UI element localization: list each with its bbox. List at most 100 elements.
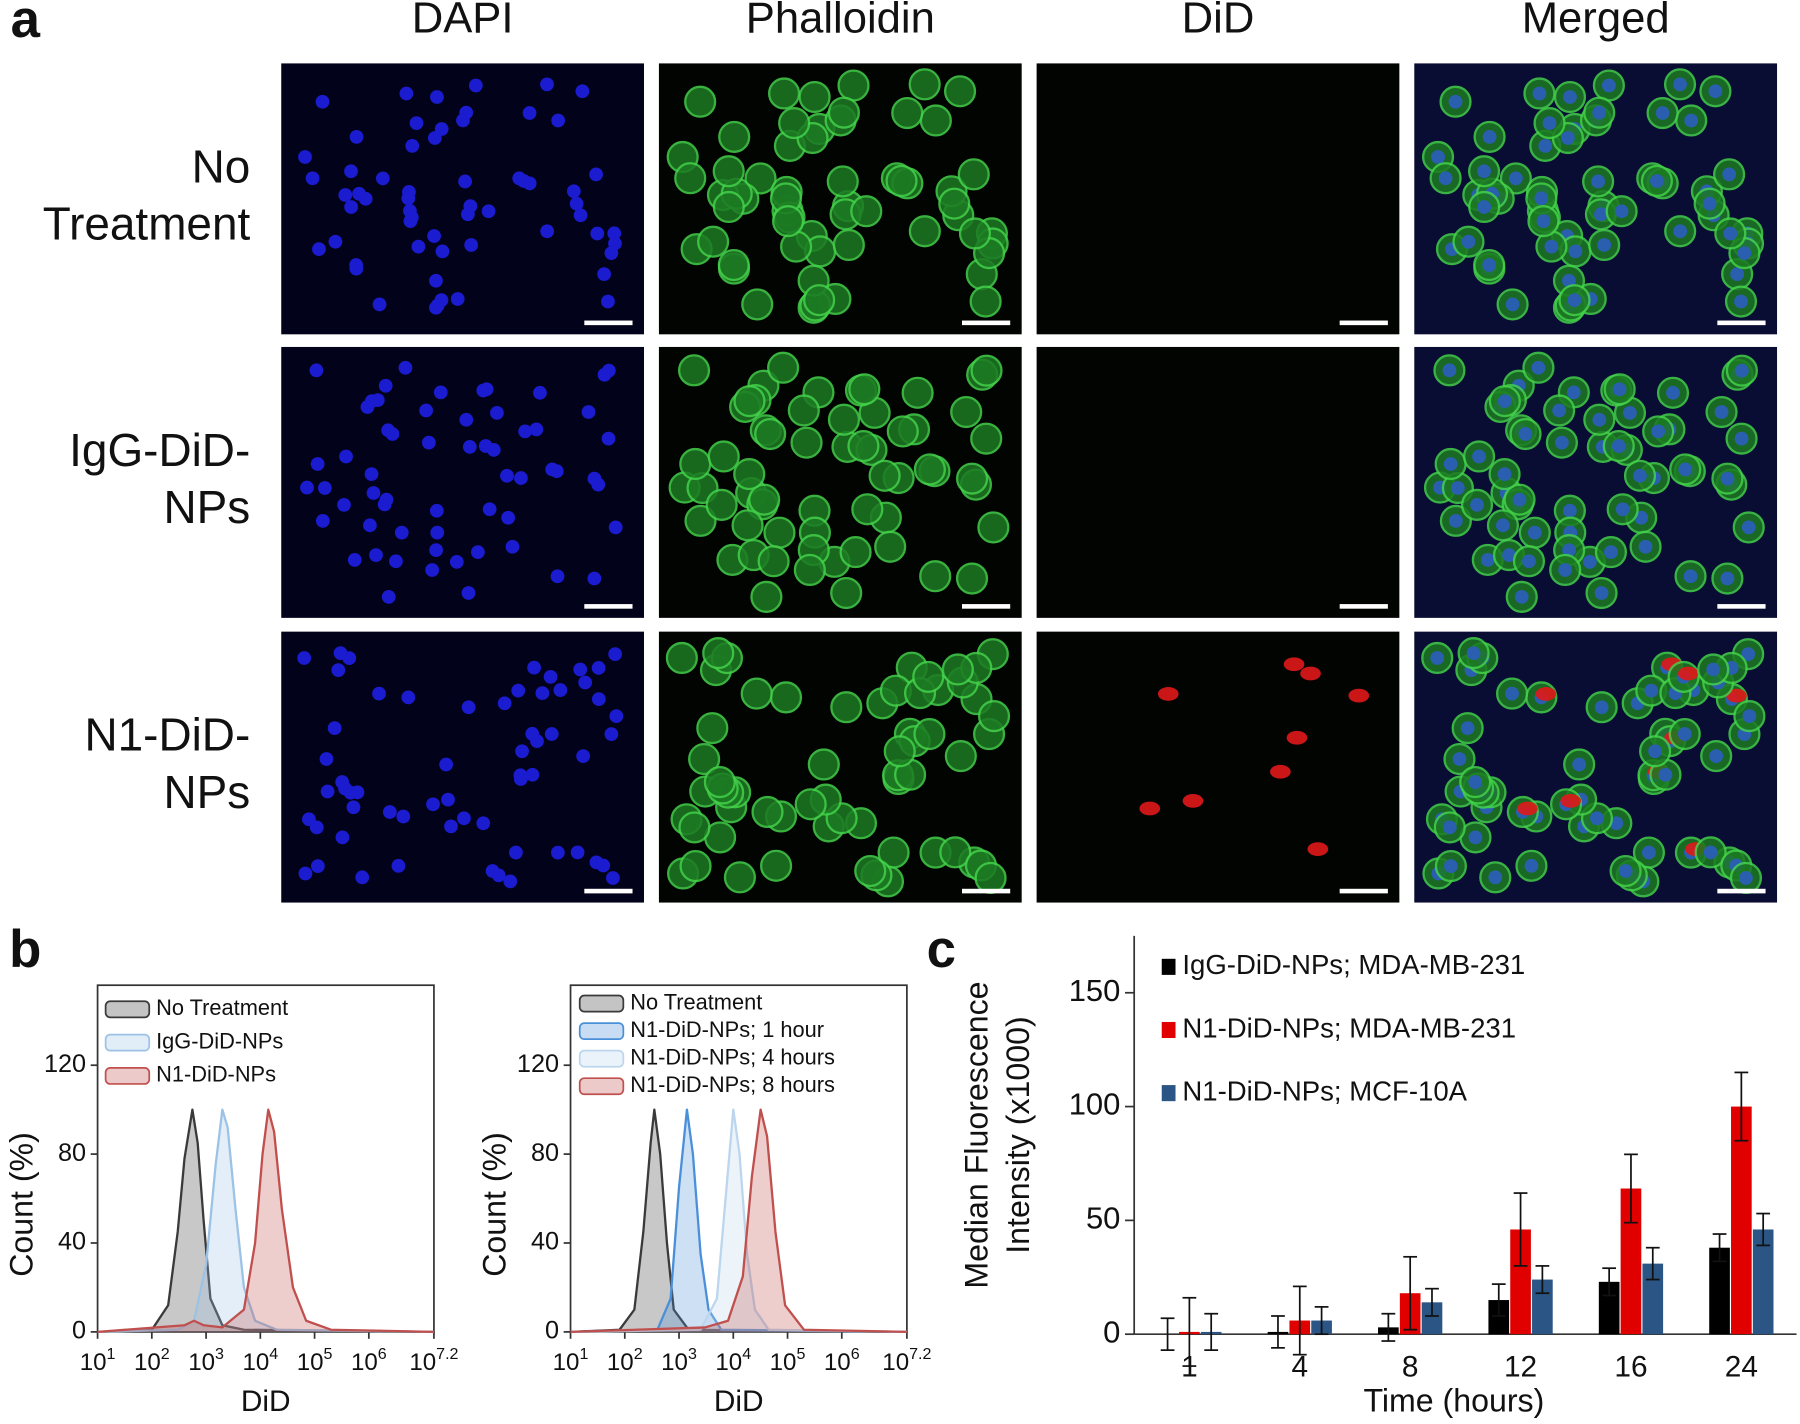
micrograph [1414, 346, 1778, 618]
plot-frame [569, 984, 908, 1333]
cell [717, 248, 750, 282]
cell [854, 854, 887, 888]
nucleus [379, 492, 394, 507]
nucleus [1702, 196, 1717, 211]
nucleus [401, 690, 416, 705]
cell [908, 215, 941, 248]
nucleus [575, 84, 590, 99]
x-tick-label: 106 [351, 1345, 387, 1376]
bar [1620, 1188, 1642, 1335]
cell [741, 288, 774, 321]
x-tick-base: 10 [770, 1349, 797, 1376]
micrograph [1036, 63, 1400, 335]
column-header: Merged [1522, 0, 1670, 42]
error-bar [1314, 1306, 1329, 1336]
did-signal [1535, 687, 1557, 701]
micrograph [281, 63, 645, 335]
cell [851, 493, 884, 526]
micrograph [1414, 631, 1778, 903]
x-tick-label: 12 [1504, 1351, 1537, 1384]
y-tick-label: 40 [58, 1228, 86, 1256]
nucleus [315, 513, 330, 528]
nucleus [1638, 539, 1653, 554]
micrograph [1036, 631, 1400, 903]
micrograph-background [1036, 631, 1400, 903]
x-tick-base: 10 [715, 1349, 742, 1376]
scale-bar [1717, 604, 1766, 609]
nucleus [426, 797, 440, 812]
cell [827, 403, 861, 436]
nucleus [1542, 116, 1557, 130]
nucleus [1590, 811, 1604, 826]
nucleus [1468, 775, 1483, 789]
nucleus [1642, 845, 1656, 860]
nucleus [1552, 403, 1567, 418]
micrograph [658, 346, 1022, 618]
plot-frame [96, 984, 435, 1333]
cell [883, 735, 916, 768]
nucleus [425, 563, 440, 577]
nucleus [1531, 360, 1546, 375]
nucleus [1614, 204, 1629, 219]
cell [969, 285, 1002, 318]
nucleus [1562, 543, 1577, 557]
nucleus [333, 646, 348, 660]
nucleus [1601, 78, 1616, 93]
y-axis-label: Intensity (x1000) [1000, 1016, 1036, 1254]
nucleus [535, 686, 550, 700]
cell [803, 284, 836, 317]
x-tick-exponent: 5 [324, 1345, 333, 1363]
cell [901, 376, 934, 409]
scale-bar [584, 604, 633, 609]
legend-label: IgG-DiD-NPs; MDA-MB-231 [1182, 949, 1525, 980]
error-bar [1535, 1265, 1550, 1295]
nucleus [1633, 468, 1647, 483]
nucleus [509, 845, 523, 860]
error-bar [1513, 1192, 1528, 1267]
nucleus [514, 471, 528, 485]
did-signal [1348, 688, 1370, 703]
row-label: NPs [164, 766, 251, 818]
x-tick-exponent: 7.2 [436, 1345, 458, 1363]
micrograph [281, 631, 645, 903]
nucleus [310, 457, 325, 471]
nucleus [530, 734, 544, 749]
panel-label: b [9, 920, 41, 979]
cell [778, 107, 811, 140]
nucleus [366, 486, 381, 500]
nucleus [403, 214, 418, 229]
legend-label: IgG-DiD-NPs [156, 1028, 283, 1053]
nucleus [471, 545, 485, 559]
cell [839, 536, 872, 569]
nucleus [344, 164, 358, 179]
error-bar [1292, 1285, 1307, 1356]
nucleus [550, 569, 565, 584]
nucleus [433, 385, 448, 400]
nucleus [1497, 467, 1512, 481]
nucleus [435, 244, 450, 259]
did-signal [1560, 793, 1581, 808]
nucleus [317, 481, 332, 495]
nucleus [396, 809, 411, 824]
nucleus [394, 525, 409, 540]
nucleus [1709, 749, 1724, 763]
scale-bar [961, 888, 1011, 894]
x-tick-label: 107.2 [882, 1345, 931, 1376]
cell [712, 155, 745, 188]
nucleus [338, 188, 353, 202]
x-axis-label: DiD [714, 1385, 764, 1418]
cell [712, 190, 745, 224]
x-tick-label: 102 [134, 1345, 170, 1376]
cell [944, 740, 977, 773]
legend-swatch [1161, 958, 1176, 975]
nucleus [604, 727, 619, 741]
legend-swatch [104, 1067, 151, 1085]
nucleus [1673, 224, 1688, 239]
error-bar [1403, 1255, 1418, 1331]
nucleus [497, 696, 512, 711]
nucleus [608, 520, 623, 535]
nucleus [389, 554, 403, 569]
nucleus [1443, 457, 1458, 471]
did-signal [1182, 793, 1204, 808]
nucleus [449, 554, 464, 569]
